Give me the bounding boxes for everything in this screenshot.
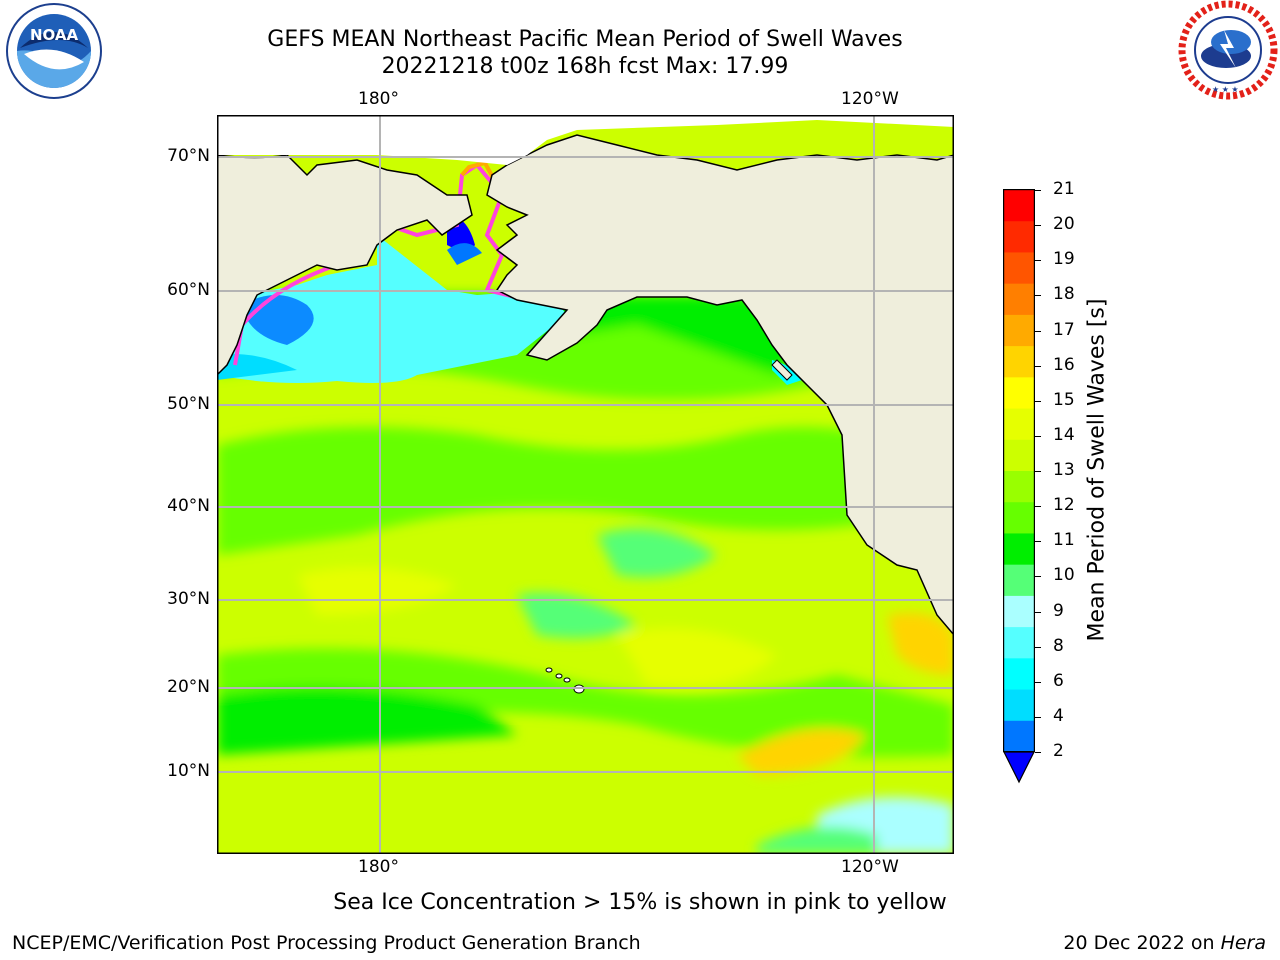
credit-text: NCEP/EMC/Verification Post Processing Pr… xyxy=(12,932,641,954)
colorbar-swatch xyxy=(1004,471,1034,503)
colorbar xyxy=(1003,189,1035,788)
colorbar-tick xyxy=(1035,681,1041,683)
colorbar-tick-label: 9 xyxy=(1053,600,1064,621)
lat-label-30n: 30°N xyxy=(167,589,210,609)
colorbar-swatch xyxy=(1004,720,1034,753)
colorbar-tick xyxy=(1035,330,1041,332)
colorbar-tick xyxy=(1035,541,1041,543)
graticule xyxy=(217,115,954,854)
plot-title: GEFS MEAN Northeast Pacific Mean Period … xyxy=(267,27,903,52)
colorbar-tick xyxy=(1035,752,1041,753)
nws-logo: ★ ★ ★ xyxy=(1176,0,1280,104)
colorbar-tick-label: 16 xyxy=(1053,354,1075,375)
colorbar-tick-label: 12 xyxy=(1053,495,1075,516)
lat-label-60n: 60°N xyxy=(167,280,210,300)
colorbar-tick-label: 18 xyxy=(1053,284,1075,305)
colorbar-tick xyxy=(1035,646,1041,648)
colorbar-swatch xyxy=(1004,564,1034,597)
colorbar-tick-label: 8 xyxy=(1053,635,1064,656)
colorbar-swatch xyxy=(1004,533,1034,566)
svg-text:★ ★ ★: ★ ★ ★ xyxy=(1212,85,1239,94)
colorbar-under-triangle xyxy=(1003,751,1035,784)
date-stamp: 20 Dec 2022 on Hera xyxy=(1063,932,1266,954)
colorbar-tick xyxy=(1035,506,1041,508)
colorbar-tick xyxy=(1035,400,1041,402)
colorbar-tick xyxy=(1035,611,1041,613)
bering-sea-low-period xyxy=(217,235,567,383)
colorbar-swatch xyxy=(1004,439,1034,472)
colorbar-swatch xyxy=(1004,221,1034,253)
swell-period-map xyxy=(217,115,954,854)
lon-label-bottom-180: 180° xyxy=(358,857,399,877)
colorbar-swatch xyxy=(1004,658,1034,691)
colorbar-tick xyxy=(1035,260,1041,262)
svg-text:NOAA: NOAA xyxy=(30,26,79,44)
colorbar-tick-label: 13 xyxy=(1053,460,1075,480)
colorbar-swatches xyxy=(1003,189,1035,784)
colorbar-tick-label: 21 xyxy=(1053,179,1075,199)
colorbar-tick xyxy=(1035,716,1041,718)
land-north-america xyxy=(486,134,954,637)
colorbar-swatch xyxy=(1004,595,1034,628)
colorbar-swatch xyxy=(1004,408,1034,441)
lat-label-70n: 70°N xyxy=(167,146,210,166)
colorbar-tick xyxy=(1035,576,1041,578)
colorbar-tick-label: 10 xyxy=(1053,565,1075,586)
colorbar-tick-label: 17 xyxy=(1053,319,1075,340)
colorbar-swatch xyxy=(1004,252,1034,285)
colorbar-tick-label: 2 xyxy=(1053,741,1064,761)
colorbar-tick xyxy=(1035,471,1041,472)
colorbar-tick xyxy=(1035,225,1041,227)
colorbar-tick-label: 6 xyxy=(1053,670,1064,691)
colorbar-tick-label: 4 xyxy=(1053,705,1064,726)
lat-label-40n: 40°N xyxy=(167,496,210,516)
lon-label-top-120w: 120°W xyxy=(841,89,899,109)
colorbar-swatch xyxy=(1004,283,1034,316)
colorbar-tick xyxy=(1035,295,1041,297)
swell-field-patches xyxy=(217,295,954,854)
colorbar-tick xyxy=(1035,190,1041,191)
colorbar-swatch xyxy=(1004,314,1034,347)
colorbar-tick-label: 19 xyxy=(1053,249,1075,270)
colorbar-tick-label: 20 xyxy=(1053,214,1075,235)
sea-ice-note: Sea Ice Concentration > 15% is shown in … xyxy=(333,890,947,915)
lat-label-10n: 10°N xyxy=(167,761,210,781)
colorbar-tick-label: 14 xyxy=(1053,424,1075,445)
colorbar-tick xyxy=(1035,435,1041,437)
lat-label-20n: 20°N xyxy=(167,677,210,697)
lat-label-50n: 50°N xyxy=(167,394,210,414)
lon-label-top-180: 180° xyxy=(358,89,399,109)
colorbar-swatch xyxy=(1004,190,1034,222)
colorbar-swatch xyxy=(1004,377,1034,410)
plot-subtitle: 20221218 t00z 168h fcst Max: 17.99 xyxy=(381,54,789,79)
colorbar-label: Mean Period of Swell Waves [s] xyxy=(1084,298,1110,642)
colorbar-swatch xyxy=(1004,346,1034,378)
date-text: 20 Dec 2022 on xyxy=(1063,932,1215,954)
colorbar-swatch xyxy=(1004,627,1034,659)
noaa-logo: NOAA xyxy=(2,2,106,104)
colorbar-tick xyxy=(1035,365,1041,367)
colorbar-tick-label: 11 xyxy=(1053,530,1075,551)
colorbar-swatch xyxy=(1004,502,1034,534)
colorbar-tick-label: 15 xyxy=(1053,389,1075,410)
machine-name: Hera xyxy=(1220,932,1266,954)
lon-label-bottom-120w: 120°W xyxy=(841,857,899,877)
colorbar-swatch xyxy=(1004,689,1034,722)
